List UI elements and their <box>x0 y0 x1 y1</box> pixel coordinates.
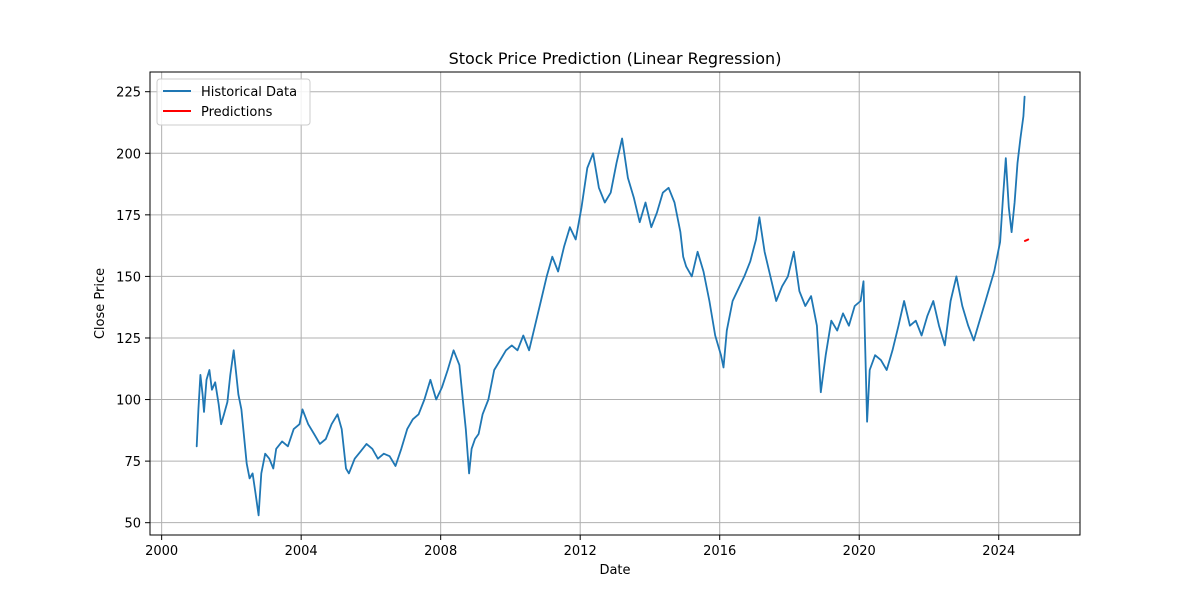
series-line-predictions <box>1023 238 1030 242</box>
y-tick-label: 50 <box>124 517 141 532</box>
x-tick-label: 2020 <box>843 544 876 559</box>
y-tick-label: 175 <box>116 209 141 224</box>
plot-frame <box>149 71 1081 536</box>
x-tick-label: 2016 <box>703 544 736 559</box>
series-line-historical <box>195 95 1026 517</box>
x-tick-label: 2000 <box>145 544 178 559</box>
chart-title: Stock Price Prediction (Linear Regressio… <box>449 49 782 68</box>
legend-box <box>156 78 311 126</box>
x-tick-label: 2024 <box>982 544 1015 559</box>
legend-label-predictions: Predictions <box>201 105 273 120</box>
y-tick-label: 75 <box>124 455 141 470</box>
x-tick-label: 2012 <box>564 544 597 559</box>
y-tick-label: 100 <box>116 394 141 409</box>
y-tick-label: 225 <box>116 86 141 101</box>
y-tick-label: 125 <box>116 332 141 347</box>
grid-lines <box>150 72 1080 535</box>
legend-label-historical: Historical Data <box>201 85 297 100</box>
x-tick-label: 2008 <box>424 544 457 559</box>
y-tick-label: 150 <box>116 270 141 285</box>
series-lines <box>195 95 1030 517</box>
y-axis-label: Close Price <box>93 268 108 339</box>
y-axis: 50 75 100 125 150 175 200 225 <box>116 86 150 532</box>
y-tick-label: 200 <box>116 147 141 162</box>
x-tick-label: 2004 <box>285 544 318 559</box>
x-axis: 2000 2004 2008 2012 2016 2020 2024 <box>145 535 1015 559</box>
x-axis-label: Date <box>599 563 630 578</box>
legend: Historical Data Predictions <box>156 78 311 126</box>
